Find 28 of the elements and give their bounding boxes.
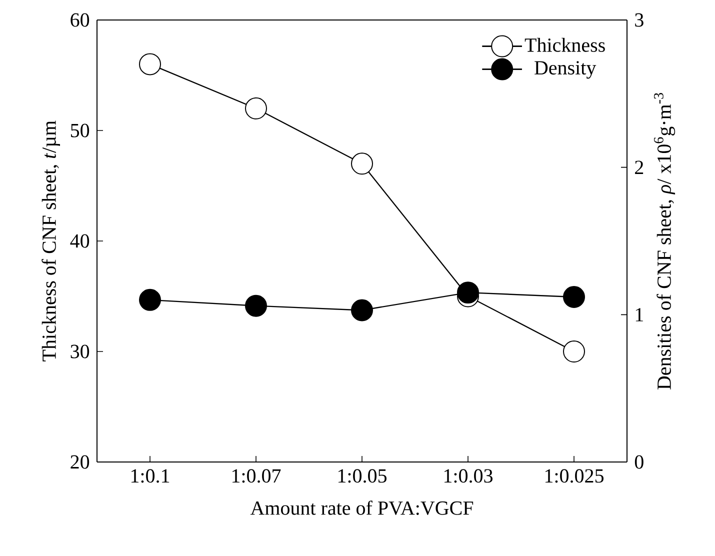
y2-tick-label: 1 [636, 308, 643, 322]
y-tick-label: 30 [70, 344, 90, 358]
y-axis-title: Thickness of CNF sheet, t/µm [42, 120, 60, 362]
point [351, 152, 374, 175]
point [457, 282, 480, 304]
y2-tick-label: 0 [634, 455, 644, 469]
y-tick-label: 20 [70, 455, 90, 469]
point [563, 340, 586, 362]
point [139, 53, 161, 76]
x-tick-label: 1:0.07 [232, 469, 281, 483]
point [563, 286, 586, 308]
point [245, 97, 267, 120]
point [245, 294, 267, 317]
y2-tick-label: 2 [635, 160, 644, 174]
x-axis-title: Amount rate of PVA:VGCF [250, 500, 474, 515]
x-tick-label: 1:0.025 [545, 469, 604, 483]
x-tick-label: 1:0.05 [338, 469, 386, 483]
point [351, 299, 374, 322]
y-tick-label: 40 [70, 234, 90, 248]
y-tick-label: 50 [70, 124, 90, 138]
legend-label: Thickness [524, 38, 605, 52]
x-tick-label: 1:0.03 [444, 469, 493, 483]
x-tick-label: 1:0.1 [131, 469, 170, 483]
y2-tick-label: 3 [635, 13, 644, 27]
point [139, 288, 161, 311]
y-tick-label: 60 [70, 13, 90, 27]
y2-axis-title: Densities of CNF sheet, ρ/ x10$^{6}$g·m$^{-3}$ [654, 92, 676, 390]
legend-label: Density [534, 61, 596, 79]
